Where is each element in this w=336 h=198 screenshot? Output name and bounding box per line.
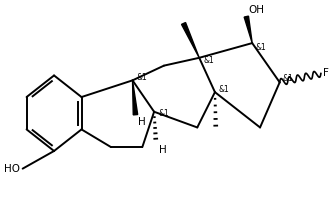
Text: &1: &1	[255, 44, 266, 52]
Polygon shape	[181, 23, 199, 58]
Polygon shape	[244, 16, 252, 43]
Text: &1: &1	[219, 85, 229, 94]
Polygon shape	[132, 80, 138, 115]
Text: HO: HO	[4, 164, 20, 174]
Text: H: H	[138, 117, 146, 127]
Text: &1: &1	[136, 73, 147, 82]
Text: &1: &1	[283, 74, 293, 83]
Text: &1: &1	[203, 56, 214, 65]
Text: &1: &1	[158, 109, 169, 118]
Text: H: H	[159, 145, 167, 155]
Text: F: F	[323, 69, 329, 78]
Text: OH: OH	[248, 5, 264, 15]
